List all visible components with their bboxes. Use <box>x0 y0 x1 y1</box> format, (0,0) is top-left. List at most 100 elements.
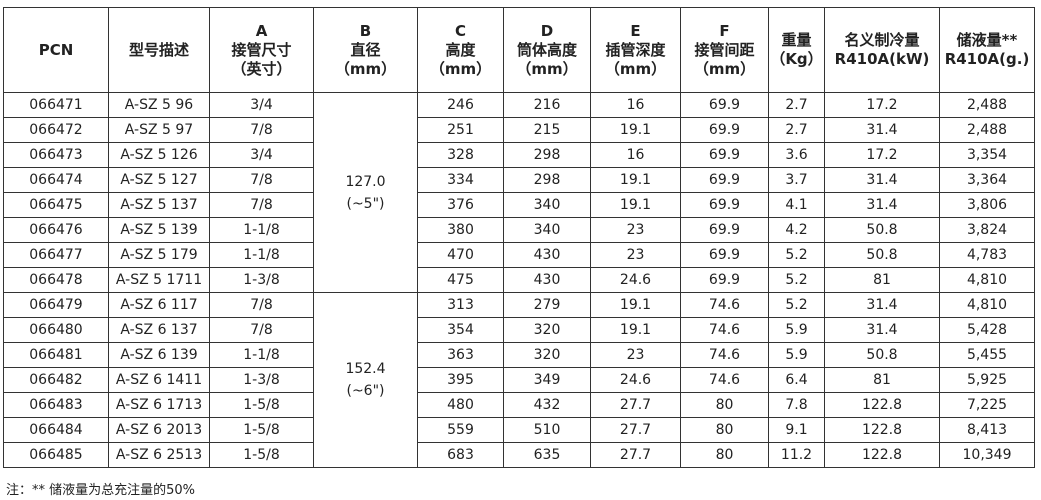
table-cell: 5,428 <box>939 317 1035 343</box>
table-cell: 4.1 <box>768 192 825 218</box>
header-line: C <box>454 21 466 40</box>
table-row: 066477 A-SZ 5 179 1-1/8 470 430 23 69.9 5.2 50.8… <box>3 242 1035 268</box>
table-cell: 31.4 <box>824 292 940 318</box>
table-row: 066476 A-SZ 5 139 1-1/8 380 340 23 69.9 4.2 50.8… <box>3 217 1035 243</box>
table-cell: 31.4 <box>824 117 940 143</box>
table-cell: 7/8 <box>209 192 314 218</box>
table-row: 066484 A-SZ 6 2013 1-5/8 559 510 27.7 80 9.1 122… <box>3 417 1035 443</box>
table-cell: 1-5/8 <box>209 442 314 468</box>
diameter-cell: 127.0 (~5") <box>313 92 418 293</box>
diameter-line: 127.0 <box>345 173 386 190</box>
table-cell: 635 <box>503 442 591 468</box>
table-cell: 510 <box>503 417 591 443</box>
table-cell: 066474 <box>3 167 109 193</box>
table-cell: 19.1 <box>590 117 681 143</box>
table-cell: A-SZ 6 1713 <box>108 392 210 418</box>
header-line: 重量 <box>781 31 812 49</box>
table-cell: 480 <box>417 392 504 418</box>
table-cell: 4,810 <box>939 267 1035 293</box>
table-cell: 69.9 <box>680 242 769 268</box>
table-cell: 683 <box>417 442 504 468</box>
header-line: 直径 <box>350 40 381 59</box>
table-cell: 19.1 <box>590 317 681 343</box>
table-cell: 50.8 <box>824 342 940 368</box>
diameter-line: (~5") <box>346 195 385 212</box>
header-line: B <box>359 21 372 40</box>
header-line: 型号描述 <box>128 40 189 59</box>
table-row: 066475 A-SZ 5 137 7/8 376 340 19.1 69.9 4.1 31.4… <box>3 192 1035 218</box>
table-cell: 74.6 <box>680 292 769 318</box>
table-cell: 313 <box>417 292 504 318</box>
header-line: D <box>540 21 554 40</box>
column-header: PCN <box>3 7 109 93</box>
column-header: D 筒体高度 （mm） <box>503 7 591 93</box>
table-cell: 2.7 <box>768 117 825 143</box>
table-cell: 3/4 <box>209 142 314 168</box>
header-line: （mm） <box>693 59 756 78</box>
column-header: A 接管尺寸 （英寸） <box>209 7 314 93</box>
table-cell: A-SZ 5 179 <box>108 242 210 268</box>
table-cell: 23 <box>590 242 681 268</box>
table-cell: 69.9 <box>680 267 769 293</box>
table-cell: 066475 <box>3 192 109 218</box>
table-cell: 363 <box>417 342 504 368</box>
table-cell: 16 <box>590 142 681 168</box>
header-line: （mm） <box>334 59 397 78</box>
table-cell: 50.8 <box>824 217 940 243</box>
table-cell: 340 <box>503 217 591 243</box>
table-cell: 11.2 <box>768 442 825 468</box>
table-cell: 1-1/8 <box>209 217 314 243</box>
diameter-line: 152.4 <box>345 361 386 377</box>
header-line: E <box>630 21 641 40</box>
table-cell: 251 <box>417 117 504 143</box>
table-cell: 216 <box>503 92 591 118</box>
table-cell: 69.9 <box>680 142 769 168</box>
table-cell: 31.4 <box>824 192 940 218</box>
column-header: 储液量** R410A(g.) <box>939 7 1035 93</box>
table-cell: 5,455 <box>939 342 1035 368</box>
table-cell: 066476 <box>3 217 109 243</box>
table-cell: A-SZ 6 117 <box>108 292 210 318</box>
table-row: 066478 A-SZ 5 1711 1-3/8 475 430 24.6 69.9 5.2 8… <box>3 267 1035 293</box>
table-cell: 279 <box>503 292 591 318</box>
table-cell: 215 <box>503 117 591 143</box>
table-cell: 6.4 <box>768 367 825 393</box>
column-header: B 直径 （mm） <box>313 7 418 93</box>
footnote: 注：** 储液量为总充注量的50% <box>6 483 196 498</box>
column-header: F 接管间距 （mm） <box>680 7 769 93</box>
table-cell: A-SZ 5 137 <box>108 192 210 218</box>
table-cell: 2.7 <box>768 92 825 118</box>
table-cell: 69.9 <box>680 167 769 193</box>
table-cell: 5.9 <box>768 317 825 343</box>
table-cell: 1-5/8 <box>209 392 314 418</box>
table-cell: 066485 <box>3 442 109 468</box>
table-cell: 2,488 <box>939 92 1035 118</box>
table-cell: 69.9 <box>680 217 769 243</box>
table-cell: 475 <box>417 267 504 293</box>
header-row: PCN 型号描述 A 接管尺寸 （英寸） B 直径 （mm） C 高度 （mm） D 筒体高度 （mm） E… <box>3 7 1035 93</box>
table-cell: 8,413 <box>939 417 1035 443</box>
header-line: 名义制冷量 <box>844 31 920 49</box>
header-line: A <box>255 21 268 40</box>
table-cell: 066477 <box>3 242 109 268</box>
table-cell: 27.7 <box>590 417 681 443</box>
table-row: 066485 A-SZ 6 2513 1-5/8 683 635 27.7 80 11.2 12… <box>3 442 1035 468</box>
table-row: 066483 A-SZ 6 1713 1-5/8 480 432 27.7 80 7.8 122… <box>3 392 1035 418</box>
column-header: E 插管深度 （mm） <box>590 7 681 93</box>
table-row: 066471 A-SZ 5 96 3/4 127.0 (~5") 246 216 16 69.9… <box>3 92 1035 293</box>
table-cell: 1-3/8 <box>209 267 314 293</box>
table-cell: 19.1 <box>590 292 681 318</box>
table-cell: 31.4 <box>824 167 940 193</box>
header-line: （英寸） <box>231 59 292 78</box>
table-cell: 7/8 <box>209 317 314 343</box>
table-cell: A-SZ 6 1411 <box>108 367 210 393</box>
table-cell: 3.6 <box>768 142 825 168</box>
table-cell: 298 <box>503 167 591 193</box>
header-line: （mm） <box>604 59 667 78</box>
table-row: 066481 A-SZ 6 139 1-1/8 363 320 23 74.6 5.9 50.8… <box>3 342 1035 368</box>
table-cell: A-SZ 5 1711 <box>108 267 210 293</box>
header-line: 筒体高度 <box>516 40 577 59</box>
table-cell: 7/8 <box>209 117 314 143</box>
table-cell: 380 <box>417 217 504 243</box>
table-cell: 5.9 <box>768 342 825 368</box>
